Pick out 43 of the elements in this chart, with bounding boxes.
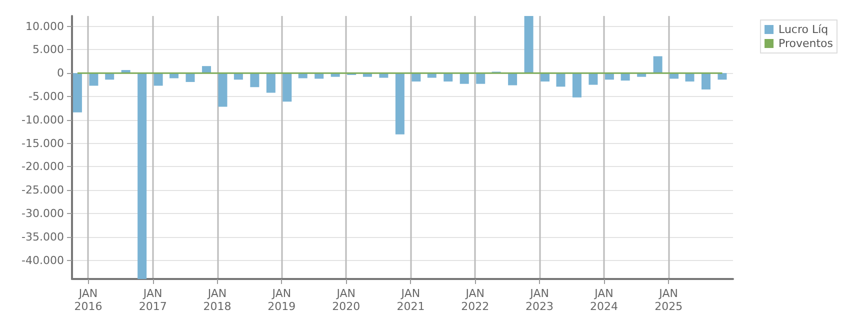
bar (508, 73, 518, 86)
bar (395, 73, 404, 134)
bar (138, 73, 147, 279)
legend-label: Lucro Líq (778, 23, 828, 36)
bar (250, 73, 260, 88)
y-tick-label: 0 (57, 66, 64, 80)
x-tick-label: JAN 2024 (590, 287, 618, 313)
bar (154, 73, 163, 86)
y-tick-label: -30.000 (22, 206, 64, 220)
x-tick-label: JAN 2017 (138, 287, 167, 313)
y-tick-label: -5.000 (28, 90, 64, 103)
bar (202, 66, 211, 74)
x-tick-label: JAN 2019 (268, 287, 296, 313)
y-tick-label: -20.000 (22, 160, 64, 174)
bar (572, 73, 582, 98)
y-tick-label: -25.000 (22, 184, 64, 197)
y-tick-label: 10.000 (26, 20, 64, 33)
bar (524, 16, 534, 74)
bar (266, 73, 276, 93)
x-tick-label: JAN 2023 (526, 287, 554, 313)
x-tick-label: JAN 2025 (654, 287, 683, 313)
bar (653, 56, 662, 74)
bar (282, 73, 292, 102)
x-tick-label: JAN 2022 (461, 287, 490, 313)
bar (476, 73, 486, 84)
x-tick-label: JAN 2018 (203, 287, 232, 313)
bar (72, 73, 82, 112)
bar (556, 73, 566, 87)
bar (588, 73, 598, 85)
bar (460, 73, 469, 84)
x-tick-label: JAN 2021 (396, 287, 425, 313)
y-tick-label: -15.000 (22, 136, 64, 150)
legend-label: Proventos (778, 37, 834, 50)
y-tick-label: 5.000 (32, 43, 64, 56)
y-tick-label: -40.000 (22, 254, 64, 267)
bar (718, 73, 727, 80)
y-tick-label: -10.000 (22, 113, 64, 126)
bar (218, 73, 228, 107)
y-tick-label: -35.000 (22, 230, 64, 244)
bar (701, 73, 710, 90)
bar (89, 73, 98, 86)
x-tick-label: JAN 2020 (332, 287, 360, 313)
x-tick-label: JAN 2016 (74, 287, 102, 313)
